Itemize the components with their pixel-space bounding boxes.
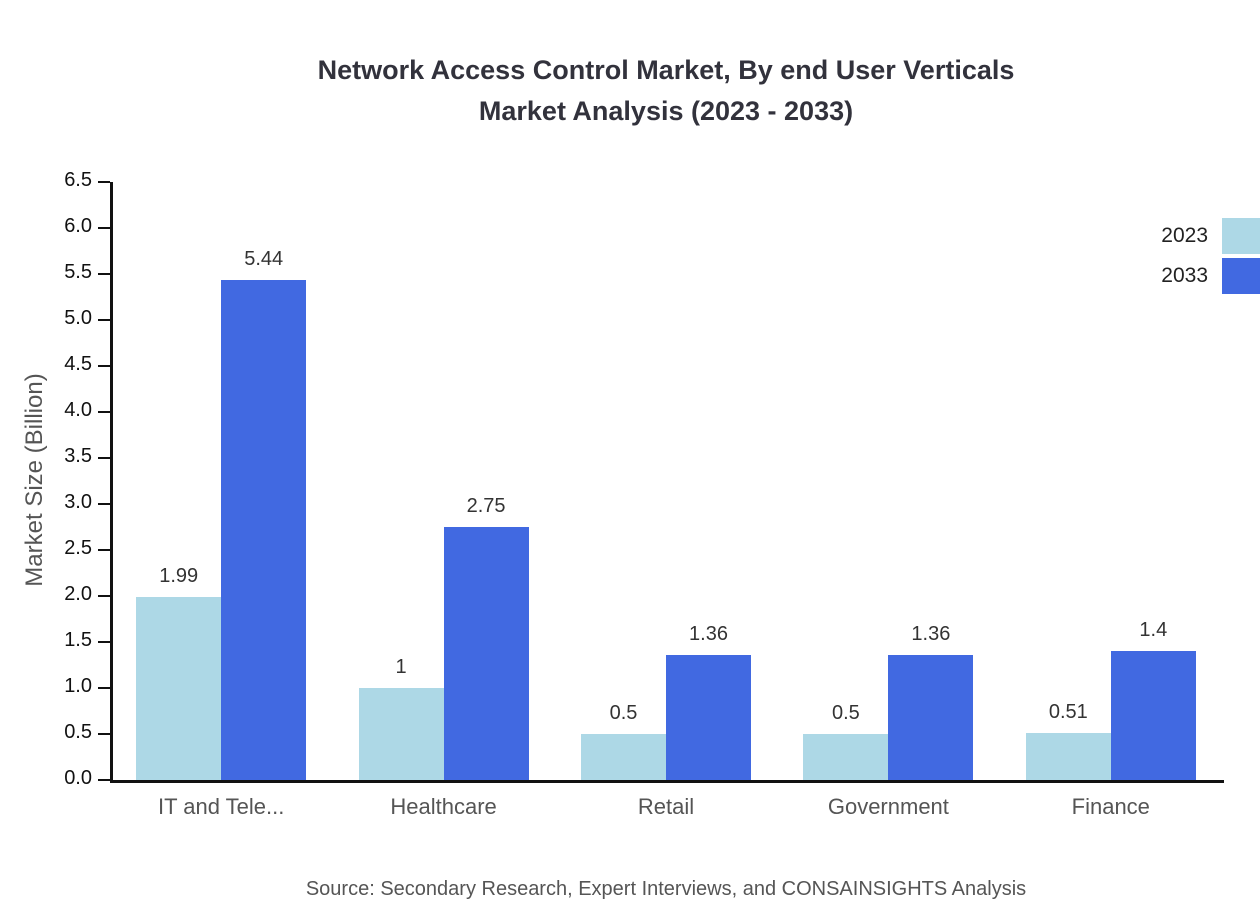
x-axis-category-label: Government [827,794,949,819]
x-axis-category-label: Finance [1071,794,1150,819]
y-axis-tick-mark [98,410,110,414]
bar-value-label: 0.5 [831,702,860,724]
y-axis-tick-mark [98,778,110,782]
x-axis-category-label: IT and Tele... [158,794,285,819]
bar-2033-category-3 [888,654,974,780]
y-axis-tick-label: 2.0 [64,583,92,605]
y-axis-tick-label: 6.5 [64,169,92,191]
y-axis-tick-mark [98,502,110,506]
y-axis-tick-mark [98,594,110,598]
legend-item-2033: 2033 [1161,258,1260,294]
y-axis-tick-label: 5.0 [64,307,92,329]
chart-title-line-2: Market Analysis (2023 - 2033) [478,96,854,126]
y-axis-tick-mark [98,318,110,322]
chart-title-line-1: Network Access Control Market, By end Us… [317,55,1015,85]
y-axis-line [110,182,113,782]
bar-value-label: 0.51 [1048,701,1088,724]
bar-value-label: 1.4 [1139,619,1168,642]
y-axis-tick-mark [98,732,110,736]
legend-color-swatch [1222,218,1260,254]
bar-2023-category-3 [803,734,889,780]
legend: 2023 2033 [1161,218,1260,294]
y-axis-tick-mark [98,548,110,552]
bar-2033-category-0 [221,279,307,780]
legend-color-swatch [1222,258,1260,294]
bar-2033-category-4 [1110,651,1196,780]
y-axis-tick-label: 3.0 [64,491,92,513]
y-axis-tick-label: 4.5 [64,353,92,375]
y-axis-tick-label: 2.5 [64,537,92,559]
y-axis-tick-label: 5.5 [64,261,92,283]
y-axis-tick-mark [98,226,110,230]
source-note: Source: Secondary Research, Expert Inter… [305,878,1027,900]
x-axis-category-label: Retail [637,794,695,819]
bar-2033-category-2 [666,654,751,780]
bar-2023-category-1 [358,688,444,780]
y-axis-tick-label: 1.0 [64,675,92,697]
y-axis-tick-label: 0.5 [64,721,92,743]
legend-label: 2033 [1161,264,1208,287]
y-axis-tick-label: 4.0 [64,399,92,421]
chart-title: Network Access Control Market, By end Us… [110,50,1222,132]
bar-value-label: 1.36 [689,622,728,645]
x-axis-line [110,780,1224,783]
y-axis-tick-label: 6.0 [64,215,92,237]
y-axis-tick-label: 1.5 [64,629,92,651]
y-axis-tick-mark [98,640,110,644]
bar-2023-category-2 [581,734,666,780]
y-axis-tick-mark [98,364,110,368]
bar-value-label: 2.75 [466,495,506,517]
bar-value-label: 1.36 [911,622,951,645]
bar-value-label: 1 [395,656,407,678]
legend-item-2023: 2023 [1161,218,1260,254]
bar-value-label: 0.5 [609,702,638,724]
bar-value-label: 5.44 [244,247,284,270]
bar-2023-category-0 [136,596,222,780]
x-axis-category-label: Healthcare [390,794,497,819]
y-axis-tick-mark [98,456,110,460]
y-axis-tick-label: 0.0 [64,767,92,789]
y-axis-tick-mark [98,272,110,276]
bar-2033-category-1 [443,527,529,780]
y-axis-tick-mark [98,180,110,184]
bar-2023-category-4 [1025,733,1111,780]
legend-label: 2023 [1161,224,1208,247]
y-axis-tick-mark [98,686,110,690]
y-axis-tick-label: 3.5 [64,445,92,467]
bar-value-label: 1.99 [159,564,199,587]
